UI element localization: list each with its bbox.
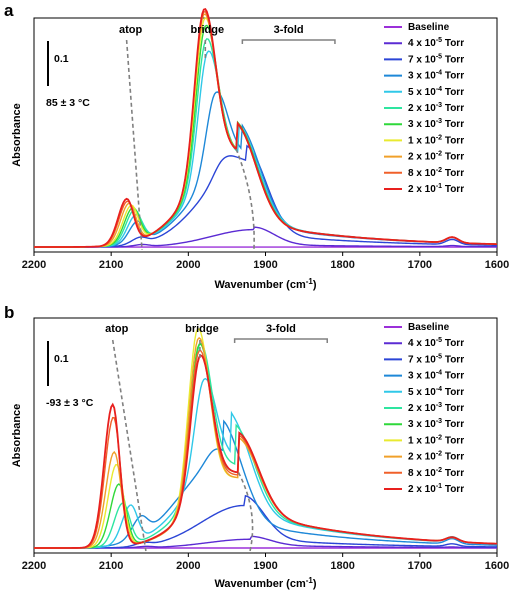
x-tick-label: 1800 bbox=[330, 560, 354, 572]
x-tick-label: 1700 bbox=[408, 259, 432, 271]
x-tick-label: 1600 bbox=[485, 259, 509, 271]
legend-entry: 3 x 10-4 Torr bbox=[408, 70, 464, 82]
x-tick-label: 1900 bbox=[253, 259, 277, 271]
x-axis-label: Wavenumber (cm-1) bbox=[214, 576, 316, 590]
legend-entry: 2 x 10-2 Torr bbox=[408, 451, 464, 463]
x-tick-label: 2100 bbox=[99, 560, 123, 572]
legend-entry: Baseline bbox=[408, 322, 450, 333]
scale-bar-label: 0.1 bbox=[54, 53, 69, 65]
x-tick-label: 1700 bbox=[408, 560, 432, 572]
scale-bar-label: 0.1 bbox=[54, 353, 69, 365]
three-fold-bracket bbox=[233, 338, 328, 343]
atop-guide-line bbox=[125, 39, 143, 251]
legend-entry: 2 x 10-3 Torr bbox=[408, 102, 464, 114]
legend-entry: 2 x 10-1 Torr bbox=[408, 183, 464, 195]
legend-entry: 4 x 10-5 Torr bbox=[408, 37, 464, 49]
legend-entry: 1 x 10-2 Torr bbox=[408, 134, 464, 146]
y-axis-label: Absorbance bbox=[11, 103, 23, 167]
legend-entry: 7 x 10-5 Torr bbox=[408, 53, 464, 65]
three-fold-label: 3-fold bbox=[266, 323, 296, 335]
x-tick-label: 1800 bbox=[330, 259, 354, 271]
x-tick-label: 2000 bbox=[176, 259, 200, 271]
legend-entry: 1 x 10-2 Torr bbox=[408, 434, 464, 446]
legend-entry: 5 x 10-4 Torr bbox=[408, 86, 464, 98]
series-line bbox=[34, 354, 498, 549]
legend-entry: 2 x 10-2 Torr bbox=[408, 151, 464, 163]
panel-a: a 2200 2100 2000 1900 1800 1700 1600 Absorbance W… bbox=[4, 1, 509, 291]
temperature-label: -93 ± 3 °C bbox=[46, 397, 94, 409]
series-line bbox=[34, 17, 498, 248]
atop-guide-line bbox=[111, 339, 147, 552]
series-line bbox=[33, 419, 498, 549]
x-tick-label: 2200 bbox=[22, 259, 46, 271]
series-line bbox=[34, 494, 498, 549]
y-axis-label: Absorbance bbox=[11, 404, 23, 468]
three-fold-label: 3-fold bbox=[274, 24, 304, 36]
bridge-label: bridge bbox=[190, 24, 224, 36]
temperature-label: 85 ± 3 °C bbox=[46, 97, 90, 109]
legend-entry: 3 x 10-4 Torr bbox=[408, 370, 464, 382]
x-tick-label: 1900 bbox=[253, 560, 277, 572]
x-tick-label: 2000 bbox=[176, 560, 200, 572]
three-fold-bracket bbox=[241, 39, 336, 44]
atop-label: atop bbox=[119, 24, 143, 36]
legend-entry: 7 x 10-5 Torr bbox=[408, 353, 464, 365]
x-tick-label: 2200 bbox=[22, 560, 46, 572]
legend-entry: 3 x 10-3 Torr bbox=[408, 418, 464, 430]
legend-entry: 5 x 10-4 Torr bbox=[408, 386, 464, 398]
x-axis-label: Wavenumber (cm-1) bbox=[214, 277, 316, 291]
series-line bbox=[34, 8, 498, 248]
panel-letter: a bbox=[4, 1, 14, 20]
legend-entry: 2 x 10-3 Torr bbox=[408, 402, 464, 414]
legend-entry: 4 x 10-5 Torr bbox=[408, 337, 464, 349]
x-tick-label: 1600 bbox=[485, 560, 509, 572]
legend-entry: 3 x 10-3 Torr bbox=[408, 118, 464, 130]
bridge-label: bridge bbox=[185, 323, 219, 335]
panel-letter: b bbox=[4, 303, 14, 322]
fold-guide-line bbox=[235, 148, 255, 251]
legend-entry: Baseline bbox=[408, 22, 450, 33]
atop-label: atop bbox=[105, 323, 129, 335]
legend-entry: 8 x 10-2 Torr bbox=[408, 467, 464, 479]
x-tick-label: 2100 bbox=[99, 259, 123, 271]
legend-entry: 2 x 10-1 Torr bbox=[408, 483, 464, 495]
legend-entry: 8 x 10-2 Torr bbox=[408, 167, 464, 179]
panel-b: b 2200 2100 2000 1900 1800 1700 1600 Absorbance W… bbox=[4, 303, 509, 590]
fold-guide-line bbox=[237, 472, 254, 552]
